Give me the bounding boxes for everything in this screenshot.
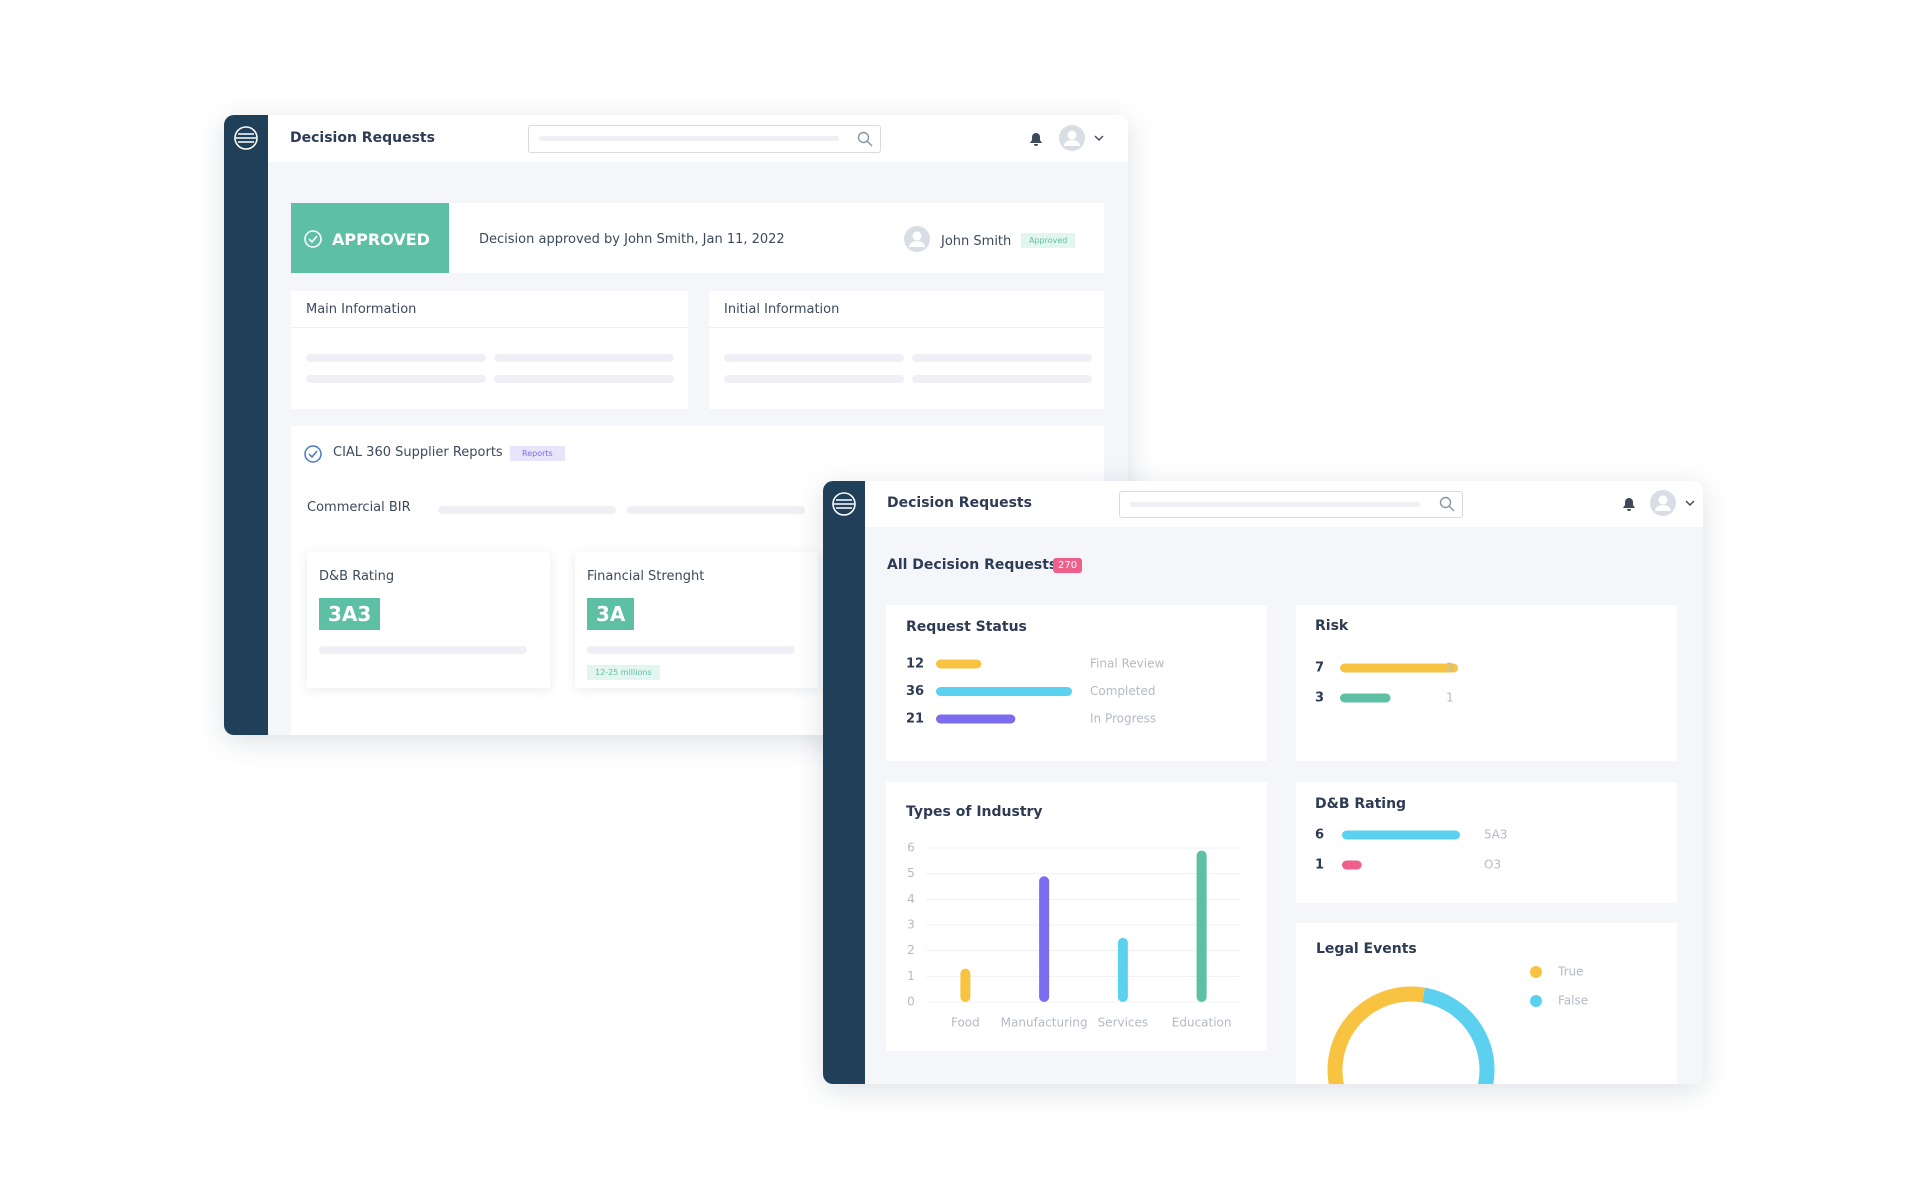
category-label: Final Review [1090, 657, 1164, 671]
value-label: 6 [1315, 828, 1324, 843]
category-label: Completed [1090, 684, 1155, 698]
back-window: Decision Requests APPROVED Decision appr… [224, 115, 1128, 735]
bar [1196, 850, 1207, 1002]
main-info-card: Main Information [291, 291, 688, 409]
donut-segment [1422, 987, 1495, 1084]
chart-card: Legal Events True False [1296, 923, 1677, 1084]
chart: 0 1 2 3 4 5 6 Food Manufacturing Services Educatio… [907, 841, 1241, 1030]
reports-title: CIAL 360 Supplier Reports [333, 445, 503, 460]
financial-value: 3A [587, 598, 635, 630]
status-badge: Approved [1021, 233, 1076, 248]
header-title: Decision Requests [290, 130, 435, 146]
header: Decision Requests [268, 115, 1128, 162]
reports-badge: Reports [510, 446, 565, 461]
y-tick-label: 4 [907, 892, 915, 906]
chart-title: D&B Rating [1315, 796, 1407, 812]
financial-note: 12-25 millions [587, 665, 660, 680]
bar [1340, 663, 1458, 673]
legend-swatch [1530, 966, 1542, 978]
rating-value: 3A3 [319, 598, 381, 630]
y-tick-label: 5 [907, 866, 915, 880]
legend-label: True [1557, 965, 1584, 979]
chart: True False [1327, 965, 1588, 1084]
legend-label: False [1558, 994, 1588, 1008]
y-tick-label: 0 [907, 995, 915, 1009]
value-label: 3 [1315, 691, 1324, 706]
bar [936, 714, 1016, 724]
y-tick-label: 6 [907, 841, 915, 855]
reports-card: CIAL 360 Supplier Reports Reports Commer… [291, 426, 1104, 735]
approved-banner: APPROVED [291, 203, 449, 273]
chart-card: Types of Industry 0 1 2 3 4 5 6 Food Manufacturi… [886, 782, 1267, 1051]
header-title: Decision Requests [887, 495, 1032, 511]
x-tick-label: Services [1098, 1016, 1149, 1030]
chart-card: Risk 7 3 3 1 [1296, 605, 1677, 761]
financial-title: Financial Strenght [587, 569, 705, 584]
x-tick-label: Manufacturing [1001, 1016, 1088, 1030]
value-label: 7 [1315, 661, 1324, 676]
x-tick-label: Education [1172, 1016, 1232, 1030]
chart: 12 Final Review 36 Completed 21 In Progress [906, 657, 1164, 727]
bar [936, 659, 982, 669]
bell-icon[interactable] [1619, 494, 1639, 514]
y-tick-label: 2 [907, 943, 915, 957]
reports-subtitle: Commercial BIR [307, 500, 411, 515]
logo [832, 492, 856, 516]
bar [960, 968, 971, 1002]
section-title: Initial Information [724, 302, 840, 317]
value-label: 12 [906, 657, 924, 672]
chart-title: Types of Industry [906, 804, 1043, 820]
chart-title: Request Status [906, 619, 1027, 635]
category-label: 1 [1446, 691, 1454, 705]
user-menu[interactable] [1649, 489, 1699, 519]
x-tick-label: Food [951, 1016, 980, 1030]
bar [936, 687, 1072, 696]
header: Decision Requests [865, 481, 1703, 527]
rating-title: D&B Rating [319, 569, 395, 584]
section-title: Main Information [306, 302, 417, 317]
search-icon [857, 131, 873, 147]
page-heading: All Decision Requests [887, 557, 1058, 573]
chart-title: Risk [1315, 618, 1349, 634]
initial-info-card: Initial Information [709, 291, 1104, 409]
user-menu[interactable] [1058, 124, 1108, 154]
legend-swatch [1530, 995, 1542, 1007]
bar [1340, 693, 1391, 703]
user-name: John Smith [941, 234, 1012, 249]
bar [1039, 876, 1050, 1002]
chart: 6 5A3 1 O3 [1315, 828, 1507, 873]
bar [1342, 830, 1460, 840]
search-box[interactable] [1119, 491, 1463, 518]
status-message: Decision approved by John Smith, Jan 11,… [479, 232, 785, 247]
value-label: 36 [906, 684, 924, 699]
financial-card: Financial Strenght 3A 12-25 millions [575, 552, 818, 688]
chart-card: D&B Rating 6 5A3 1 O3 [1296, 782, 1677, 903]
category-label: O3 [1484, 858, 1501, 872]
status-card: APPROVED Decision approved by John Smith… [291, 203, 1104, 273]
sidebar [224, 115, 268, 735]
category-label: In Progress [1090, 712, 1156, 726]
count-badge: 270 [1053, 558, 1083, 573]
bar [1342, 860, 1362, 870]
category-label: 3 [1446, 661, 1454, 675]
bar [1117, 937, 1128, 1002]
value-label: 21 [906, 712, 924, 727]
chart: 7 3 3 1 [1315, 661, 1458, 706]
bell-icon[interactable] [1026, 129, 1046, 149]
sidebar [823, 481, 865, 1084]
chart-card: Request Status 12 Final Review 36 Completed… [886, 605, 1267, 761]
value-label: 1 [1315, 858, 1324, 873]
y-tick-label: 1 [907, 969, 915, 983]
logo [234, 126, 258, 150]
front-window: Decision Requests All Decision Requests … [823, 481, 1703, 1084]
approved-label: APPROVED [332, 230, 430, 249]
category-label: 5A3 [1484, 828, 1507, 842]
search-box[interactable] [528, 125, 881, 153]
chart-title: Legal Events [1316, 941, 1417, 957]
donut-segment [1327, 986, 1425, 1084]
y-tick-label: 3 [907, 918, 915, 932]
rating-card: D&B Rating 3A3 [307, 552, 550, 688]
